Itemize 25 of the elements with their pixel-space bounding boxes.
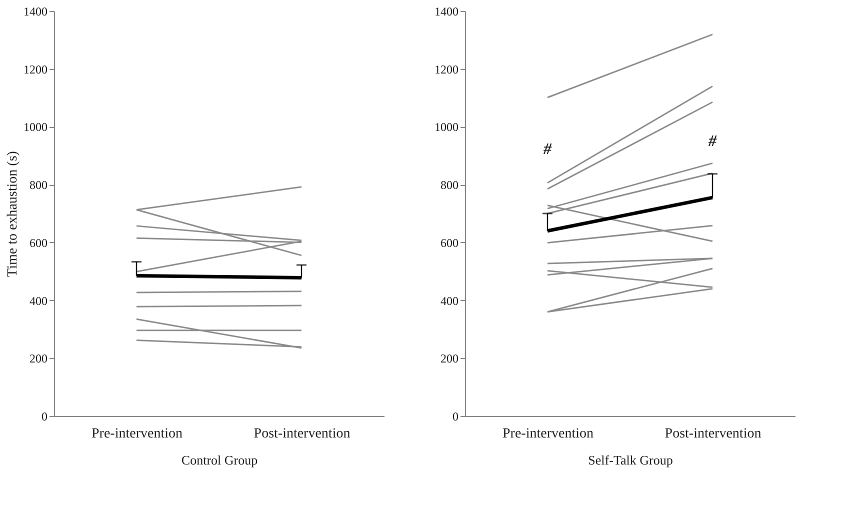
y-tick-label: 600 (30, 236, 48, 250)
y-tick-label: 400 (440, 294, 458, 308)
y-tick-label: 1000 (24, 120, 48, 134)
y-tick-label: 400 (30, 294, 48, 308)
y-tick-label: 200 (440, 352, 458, 366)
y-tick-label: 1200 (434, 62, 458, 76)
y-tick-label: 200 (30, 352, 48, 366)
y-tick-label: 600 (440, 236, 458, 250)
y-tick-label: 1000 (434, 120, 458, 134)
y-tick-label: 800 (440, 178, 458, 192)
x-tick-label: Pre-intervention (502, 426, 594, 442)
x-axis-title: Control Group (181, 452, 258, 468)
x-axis-title: Self-Talk Group (588, 452, 673, 468)
y-tick-label: 800 (30, 178, 48, 192)
y-tick-label: 0 (42, 410, 48, 424)
annotation: # (708, 133, 718, 150)
x-tick-label: Pre-intervention (92, 426, 182, 442)
y-tick-label: 1400 (434, 4, 458, 18)
y-tick-label: 0 (452, 410, 458, 424)
y-tick-label: 1200 (24, 62, 48, 76)
y-axis-title: Time to exhaustion (s) (6, 150, 20, 277)
x-tick-label: Post-intervention (254, 426, 350, 442)
annotation: # (542, 141, 552, 158)
x-tick-label: Post-intervention (664, 426, 762, 442)
y-tick-label: 1400 (24, 4, 48, 18)
